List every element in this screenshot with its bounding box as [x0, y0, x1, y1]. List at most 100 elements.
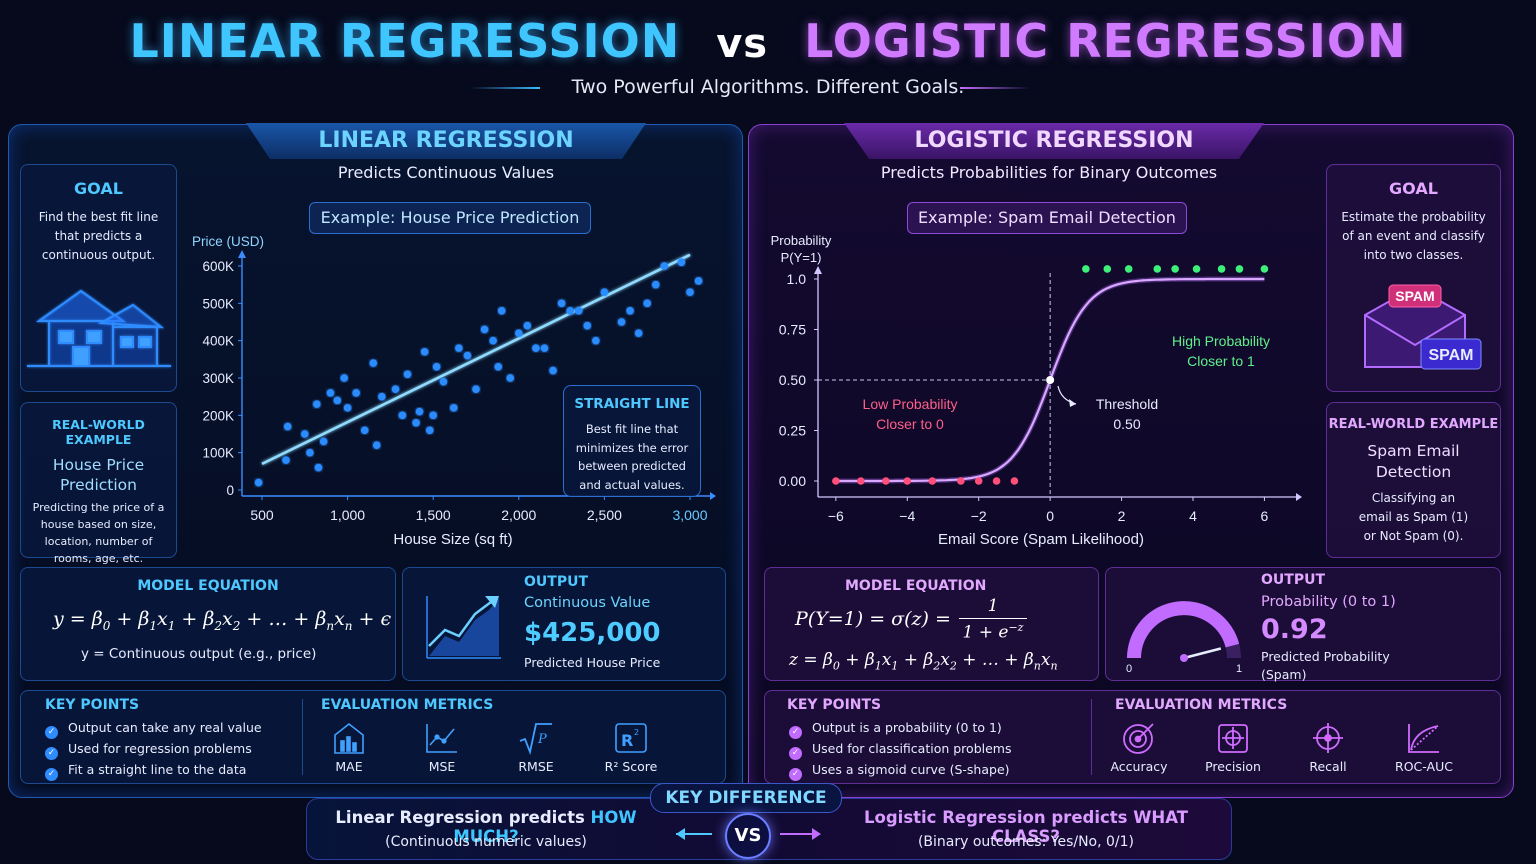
fit-line — [261, 253, 691, 466]
linear-callout-title: STRAIGHT LINE — [574, 396, 690, 412]
linear-keypoints-title: KEY POINTS — [45, 697, 140, 713]
line-chart-icon — [426, 596, 501, 659]
data-point — [254, 478, 263, 487]
x-tick-label: 1,500 — [416, 507, 451, 523]
logistic-goal-card: GOAL Estimate the probability of an even… — [1326, 164, 1501, 392]
linear-realworld-subtitle: House Price Prediction — [52, 456, 145, 494]
logistic-output-desc: Predicted Probability (Spam) — [1261, 649, 1390, 682]
linear-bottom-card: KEY POINTS ✓ Output can take any real val… — [20, 690, 726, 784]
x-tick-label: 1,000 — [330, 507, 365, 523]
x-tick-label: 2,500 — [587, 507, 622, 523]
linear-output-title: OUTPUT — [524, 574, 588, 590]
logistic-output-card: 0 1 OUTPUT Probability (0 to 1) 0.92 Pre… — [1105, 567, 1501, 682]
title-logistic: LOGISTIC REGRESSION — [804, 14, 1407, 68]
list-item: ✓ Used for classification problems — [789, 739, 1011, 760]
class0-point — [832, 477, 840, 485]
metric-label: R² Score — [604, 759, 658, 774]
metric-mse: MSE — [402, 721, 482, 774]
data-point — [489, 336, 497, 345]
data-point — [343, 404, 352, 412]
gauge-needle — [1183, 647, 1222, 660]
annotation-high-1: High Probability — [1172, 333, 1270, 349]
linear-realworld-title: REAL-WORLD EXAMPLE — [52, 417, 145, 447]
metric-label: MSE — [428, 759, 456, 774]
spam-envelope-icon: SPAM SPAM — [1364, 284, 1482, 370]
data-point — [301, 430, 309, 438]
vs-badge: VS — [725, 813, 771, 859]
y-tick-label: 500K — [202, 296, 234, 311]
divider — [302, 699, 303, 775]
linear-goal-title: GOAL — [74, 179, 123, 198]
linear-model-title: MODEL EQUATION — [137, 578, 279, 594]
annotation-low-2: Closer to 0 — [876, 416, 944, 432]
logistic-equation-2: z = β0 + β1x1 + β2x2 + … + βnxn — [789, 650, 1058, 673]
metric-mae: MAE — [309, 721, 389, 774]
class1-point — [1171, 265, 1179, 273]
data-point — [319, 437, 328, 446]
logistic-chart: Probability P(Y=1) Email Score (Spam Lik… — [771, 233, 1302, 548]
arrow-right-head — [812, 828, 821, 840]
data-point — [494, 363, 503, 371]
class1-point — [1153, 265, 1162, 273]
square-root-icon: P — [519, 723, 552, 755]
data-point — [472, 385, 480, 393]
linear-tagline: Predicts Continuous Values — [337, 163, 555, 182]
metric-roc-auc: ROC-AUC — [1384, 721, 1464, 774]
threshold-arrow — [1057, 385, 1077, 405]
class1-point — [1082, 265, 1090, 273]
logistic-output-kind: Probability (0 to 1) — [1261, 594, 1396, 610]
logistic-equation-1: P(Y=1) = σ(z) = — [795, 608, 951, 630]
logistic-metrics-title: EVALUATION METRICS — [1115, 697, 1288, 713]
page-title: LINEAR REGRESSION vs LOGISTIC REGRESSION — [0, 14, 1536, 68]
logistic-goal-text: Estimate the probability of an event and… — [1341, 210, 1486, 262]
y-tick-label: 200K — [202, 408, 234, 423]
data-point — [557, 299, 566, 308]
metric-rmse: P RMSE — [496, 721, 576, 774]
logistic-bottom-card: KEY POINTS ✓ Output is a probability (0 t… — [764, 690, 1501, 784]
linear-model-card: MODEL EQUATION y = β0 + β1x1 + β2x2 + … … — [20, 567, 396, 681]
footer-right-text: Logistic Regression predicts WHAT CLASS? — [838, 808, 1214, 846]
y-tick-label: 0.75 — [779, 322, 806, 338]
linear-realworld-card: REAL-WORLD EXAMPLE House Price Predictio… — [20, 402, 177, 565]
logistic-ylabel-2: P(Y=1) — [781, 250, 822, 265]
footer-left-sub: (Continuous numeric values) — [385, 834, 587, 850]
x-tick-label: −4 — [899, 508, 915, 524]
linear-goal-card: GOAL Find the best fit line that predict… — [20, 164, 177, 392]
threshold-arrowhead — [1069, 399, 1076, 407]
keypoint-text: Output is a probability (0 to 1) — [812, 720, 1002, 735]
gauge-max: 1 — [1236, 663, 1242, 674]
linear-output-desc: Predicted House Price — [524, 655, 661, 670]
y-axis-arrow — [238, 250, 246, 258]
roc-curve-icon — [1408, 724, 1439, 753]
data-point — [449, 404, 458, 412]
linear-xlabel: House Size (sq ft) — [393, 531, 512, 548]
data-point — [420, 348, 429, 356]
class1-point — [1103, 265, 1112, 273]
linear-ylabel: Price (USD) — [192, 234, 264, 249]
list-item: ✓ Fit a straight line to the data — [45, 760, 262, 781]
data-point — [455, 344, 463, 352]
logistic-realworld-card: REAL-WORLD EXAMPLE Spam Email Detection … — [1326, 402, 1501, 558]
title-linear: LINEAR REGRESSION — [129, 14, 681, 68]
data-point — [391, 385, 400, 393]
logistic-ylabel-1: Probability — [771, 233, 832, 248]
linear-example-pill: Example: House Price Prediction — [309, 202, 591, 234]
class0-point — [857, 477, 865, 485]
data-point — [372, 441, 381, 449]
list-item: ✓ Output can take any real value — [45, 718, 262, 739]
x-axis-arrow — [1296, 493, 1302, 501]
metric-label: Recall — [1309, 759, 1347, 774]
arrow-right-icon — [780, 833, 816, 835]
metric-accuracy: Accuracy — [1099, 721, 1179, 774]
data-point — [398, 411, 407, 420]
metric-label: RMSE — [518, 759, 554, 774]
data-point — [352, 389, 360, 397]
data-point — [480, 325, 489, 334]
y-tick-label: 100K — [202, 446, 234, 461]
data-point — [326, 389, 335, 397]
x-tick-label: −6 — [828, 508, 844, 524]
data-point — [540, 344, 549, 352]
logistic-tab: LOGISTIC REGRESSION — [844, 123, 1264, 159]
svg-text:R: R — [621, 731, 633, 750]
